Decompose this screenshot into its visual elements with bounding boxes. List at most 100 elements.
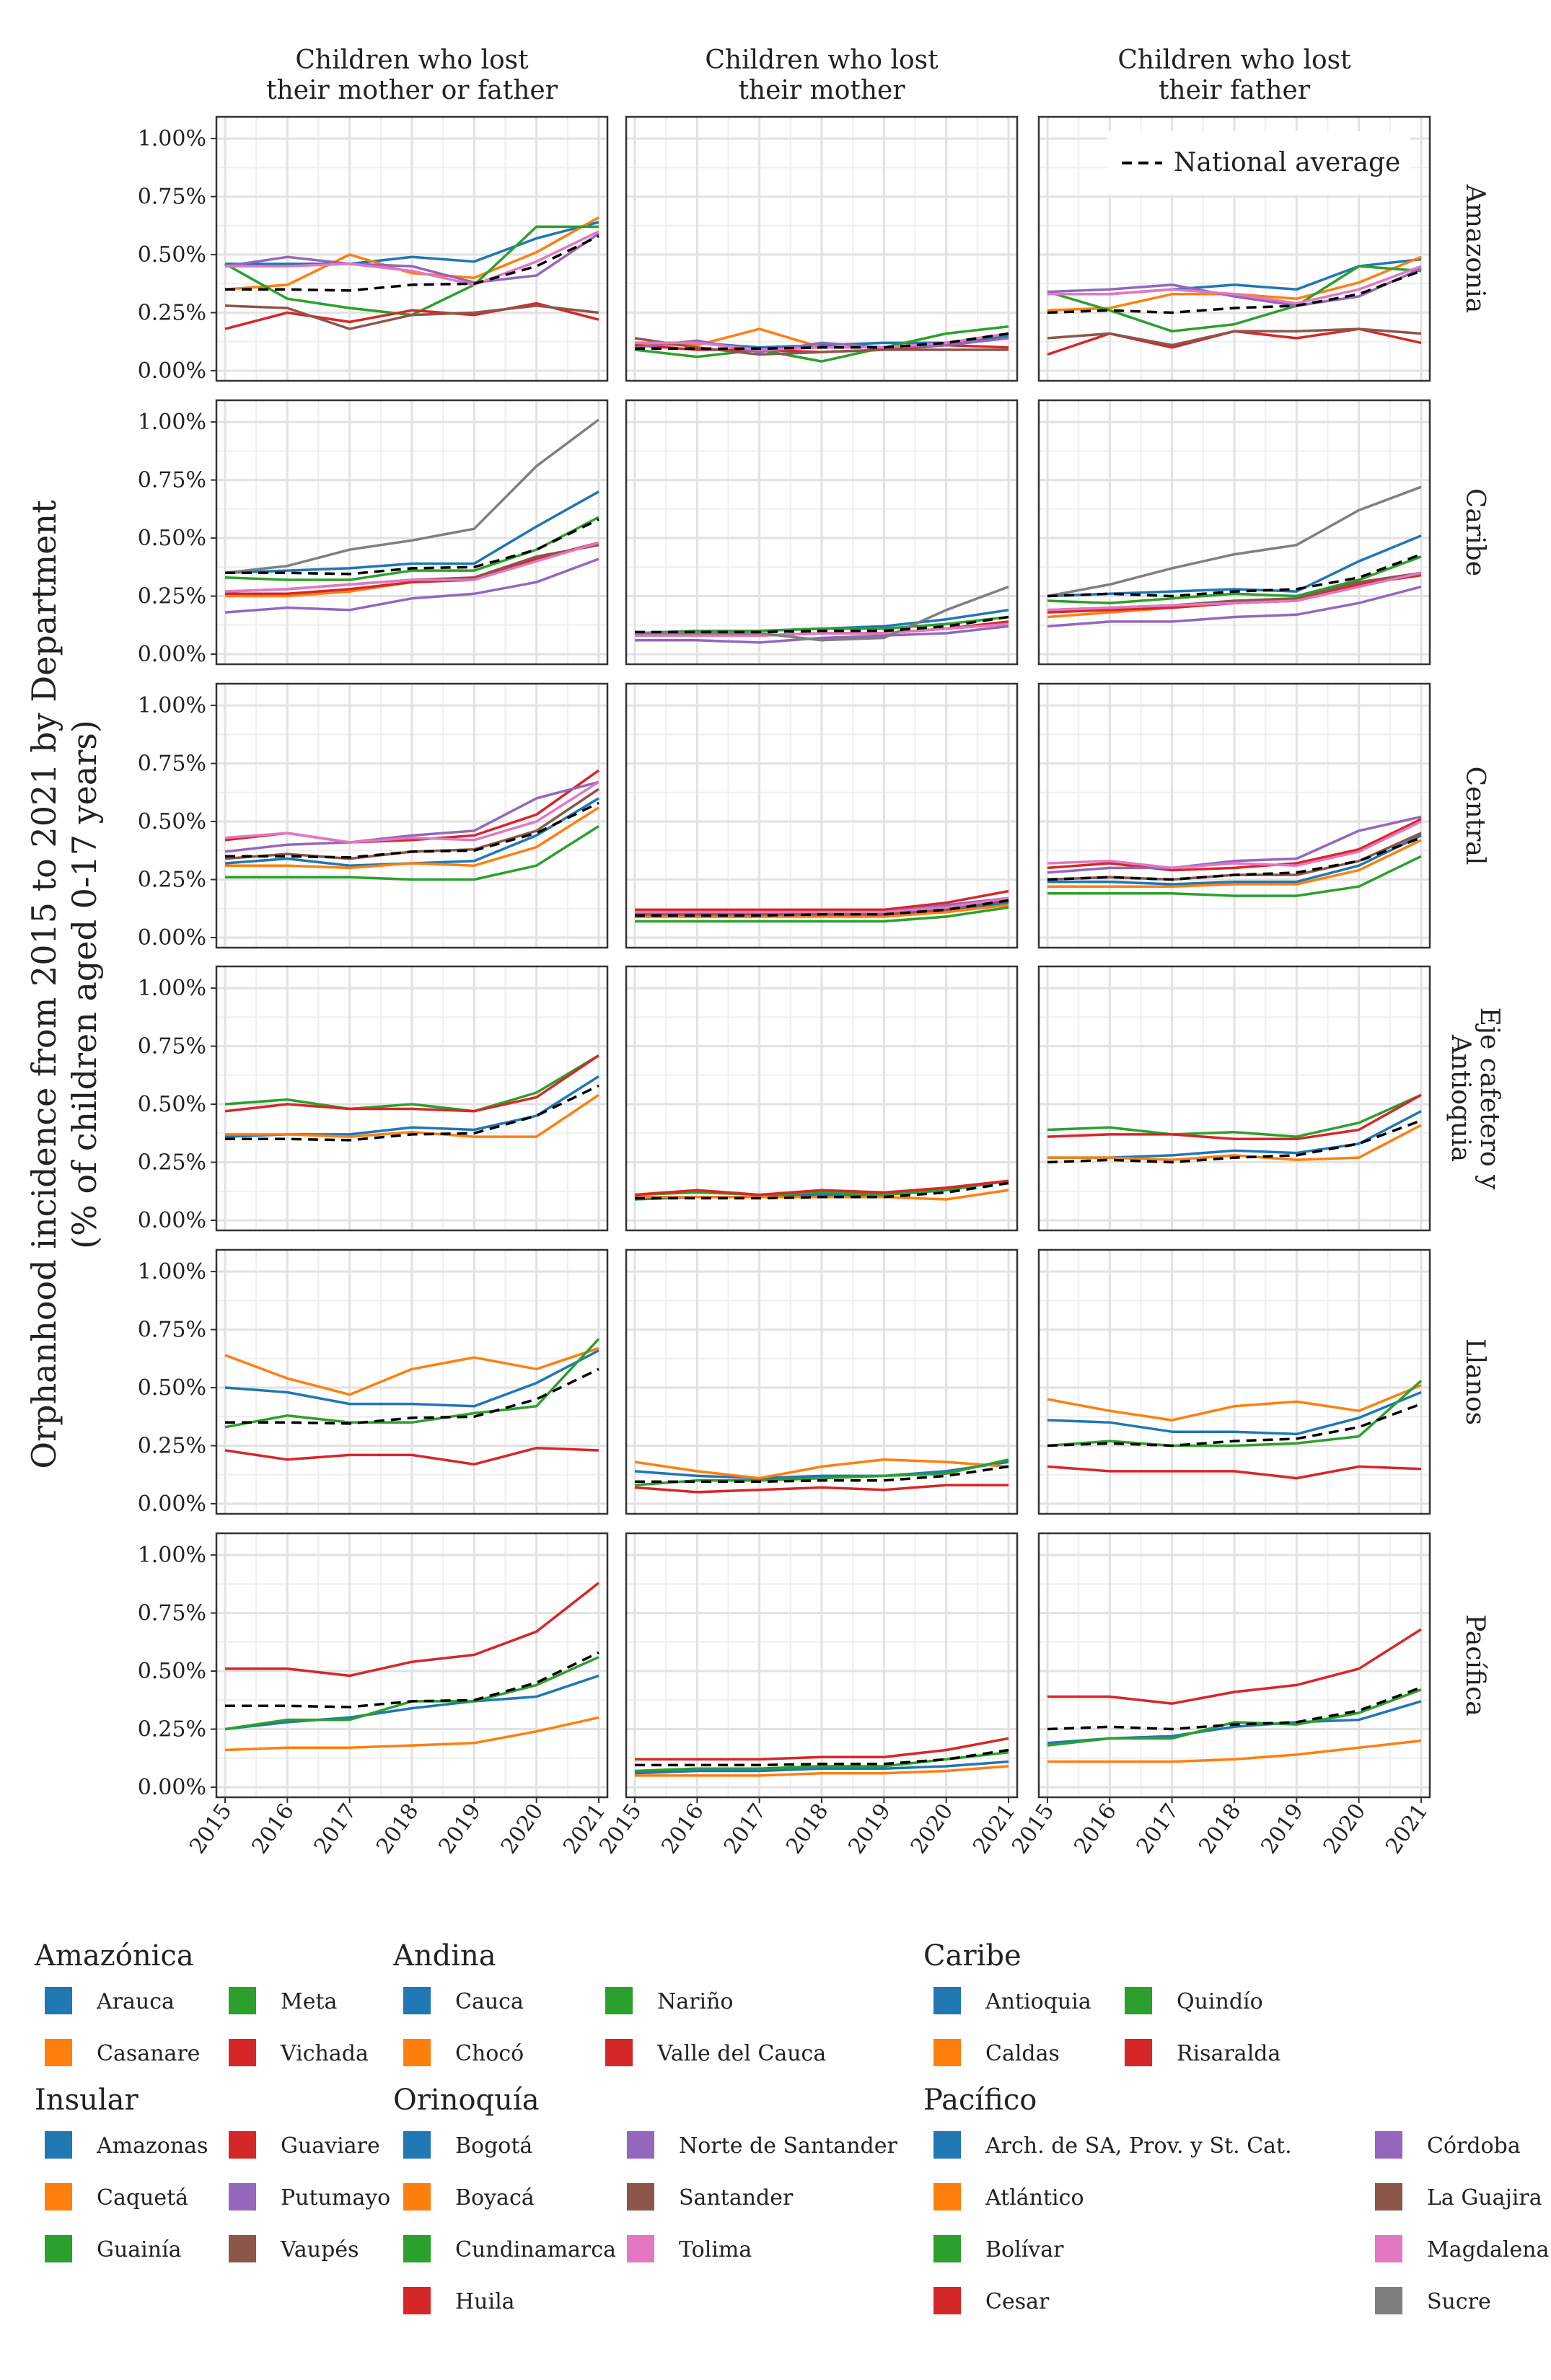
legend-swatch (1125, 2039, 1152, 2066)
legend-item-label: Santander (679, 2185, 794, 2211)
legend-item-label: Boyacá (455, 2185, 535, 2211)
legend-item-label: Arauca (96, 1989, 175, 2014)
series-line (224, 1054, 599, 1113)
legend-item-label: Caldas (985, 2041, 1060, 2066)
facet-panel (1037, 965, 1431, 1232)
legend-swatch (403, 2131, 431, 2159)
legend-swatch (933, 2183, 961, 2211)
series-line (1047, 818, 1422, 872)
series-line (224, 418, 600, 575)
national-average-legend: National average (1107, 131, 1410, 195)
row-strip-label: Caribe (1460, 488, 1490, 576)
panel-border (625, 682, 1019, 949)
legend-item-label: Putumayo (281, 2185, 390, 2211)
legend-swatch (403, 2287, 431, 2314)
series-line (224, 1674, 599, 1731)
panel-border (625, 115, 1019, 382)
x-tick-label: 2017 (719, 1799, 771, 1859)
row-strip-label-line: Amazonia (1460, 184, 1490, 313)
series-line (225, 230, 599, 286)
row-strip-label-line: Antioquia (1446, 1034, 1475, 1162)
national-average-line (1047, 1685, 1422, 1731)
series-line (224, 1054, 599, 1113)
x-tick-label: 2018 (1194, 1799, 1246, 1859)
column-strip-label-line2: their father (1159, 76, 1311, 105)
legend-item-label: Norte de Santander (679, 2133, 897, 2159)
y-tick-label: 0.25% (138, 301, 206, 326)
legend-swatch (229, 2131, 256, 2159)
legend-swatch (933, 1987, 961, 2014)
national-average-line (1047, 1402, 1422, 1447)
legend-swatch (229, 2183, 256, 2211)
legend-swatch (605, 1987, 633, 2014)
y-tick-label: 0.50% (138, 242, 206, 268)
series-line (634, 615, 1009, 635)
series-line (1047, 534, 1422, 598)
y-tick-label: 0.75% (138, 1601, 206, 1626)
national-average-line (635, 1465, 1009, 1484)
series-line (224, 541, 599, 593)
legend-group-title: Andina (392, 1939, 496, 1973)
series-line (1047, 1124, 1422, 1162)
legend-group: Pacífico Arch. de SA, Prov. y St. Cat. Cór… (923, 2084, 1550, 2314)
series-line (225, 1093, 599, 1138)
column-strip-label-line1: Children who lost (705, 45, 939, 75)
series-line (224, 1446, 599, 1466)
x-tick-label: 2015 (1007, 1799, 1059, 1859)
series-line (224, 1347, 599, 1396)
series-line (634, 1458, 1009, 1480)
legend-group: Amazónica Arauca Meta Casanare Vichada (34, 1939, 369, 2066)
series-line (224, 490, 599, 575)
legend-group-title: Amazónica (34, 1939, 194, 1973)
national-average-line (225, 1651, 599, 1709)
legend-group-title: Pacífico (923, 2084, 1037, 2117)
y-tick-label: 0.50% (138, 809, 206, 834)
national-average-line (225, 801, 599, 859)
series-line (635, 904, 1009, 918)
legend-swatch (627, 2183, 654, 2211)
national-average-line (225, 518, 599, 576)
legend-item-label: Caquetá (97, 2185, 188, 2211)
y-tick-label: 1.00% (138, 126, 206, 151)
x-tick-label: 2019 (434, 1799, 485, 1859)
panel-border (1037, 965, 1431, 1232)
legend-group: Andina Cauca Nariño Chocó Valle del Cauca (392, 1939, 826, 2066)
series-line (225, 1582, 600, 1678)
y-tick-label: 0.00% (138, 1775, 206, 1800)
legend-item-label: Vaupés (280, 2237, 359, 2262)
legend-item-label: Tolima (679, 2237, 752, 2262)
series-line (224, 1349, 599, 1408)
national-average-line (635, 332, 1009, 351)
legend-item-label: Guaviare (281, 2133, 380, 2159)
column-strip-label-line2: their mother (738, 76, 905, 105)
series-line (224, 780, 599, 844)
facet-panel: 0.00% 0.25% 0.50% 0.75% 1.00% (138, 1248, 609, 1517)
legend-swatch (403, 2235, 431, 2262)
legend-item-label: Chocó (455, 2041, 524, 2066)
legend-group: Insular Amazonas Guaviare Caquetá Putumayo Gu… (35, 2084, 390, 2262)
legend-swatch (1375, 2183, 1402, 2211)
series-line (224, 780, 599, 853)
y-tick-label: 0.25% (138, 1717, 206, 1742)
series-line (1047, 1688, 1422, 1747)
facet-panel (1037, 682, 1431, 949)
x-tick-label: 2017 (309, 1799, 361, 1859)
national-average-line (1047, 269, 1422, 314)
legend-item-label: Valle del Cauca (656, 2041, 826, 2066)
facet-panel: 0.00%0.25%0.50%0.75%1.00%2015 2016 2017 201… (138, 1532, 611, 1859)
series-line (1047, 1093, 1422, 1141)
legend-item-label: Cundinamarca (455, 2237, 616, 2262)
row-strip-label-line: Central (1460, 767, 1490, 865)
legend-item-label: Sucre (1427, 2289, 1491, 2314)
series-line (224, 304, 599, 330)
facet-panel (1037, 1248, 1431, 1515)
series-line (634, 1458, 1009, 1486)
facet-panel: 0.00% 0.25% 0.50% 0.75% 1.00% (138, 682, 609, 951)
y-tick-label: 1.00% (138, 1259, 206, 1284)
legend-swatch (1375, 2287, 1402, 2314)
series-line (1047, 327, 1422, 347)
series-line (224, 1338, 600, 1429)
legend-swatch (229, 2235, 256, 2262)
panel-border (1037, 682, 1431, 949)
series-line (1047, 1380, 1423, 1447)
